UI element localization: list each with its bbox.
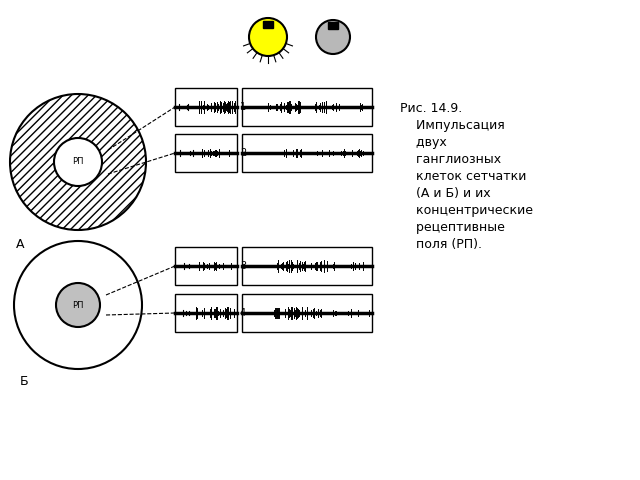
Text: Б: Б [20,375,29,388]
Text: поля (РП).: поля (РП). [400,238,482,251]
Text: А: А [16,238,24,251]
Text: Импульсация: Импульсация [400,119,505,132]
Circle shape [316,20,350,54]
FancyBboxPatch shape [175,294,237,332]
Text: Рис. 14.9.: Рис. 14.9. [400,102,462,115]
FancyBboxPatch shape [242,134,372,172]
FancyBboxPatch shape [242,247,372,285]
Text: 3: 3 [240,261,246,271]
FancyBboxPatch shape [242,88,372,126]
Text: 1: 1 [240,102,246,112]
Text: клеток сетчатки: клеток сетчатки [400,170,526,183]
Circle shape [54,138,102,186]
Text: двух: двух [400,136,447,149]
Text: 4: 4 [240,308,246,318]
Text: рецептивные: рецептивные [400,221,505,234]
FancyBboxPatch shape [175,88,237,126]
Circle shape [56,283,100,327]
Circle shape [14,241,142,369]
Text: РП: РП [72,300,84,310]
FancyBboxPatch shape [175,134,237,172]
Text: РП: РП [72,157,84,167]
Circle shape [249,18,287,56]
FancyBboxPatch shape [175,247,237,285]
Text: (А и Б) и их: (А и Б) и их [400,187,491,200]
FancyBboxPatch shape [328,22,338,28]
FancyBboxPatch shape [263,21,273,27]
Circle shape [10,94,146,230]
Text: ганглиозных: ганглиозных [400,153,501,166]
FancyBboxPatch shape [242,294,372,332]
Text: 2: 2 [240,148,246,158]
Text: концентрические: концентрические [400,204,533,217]
